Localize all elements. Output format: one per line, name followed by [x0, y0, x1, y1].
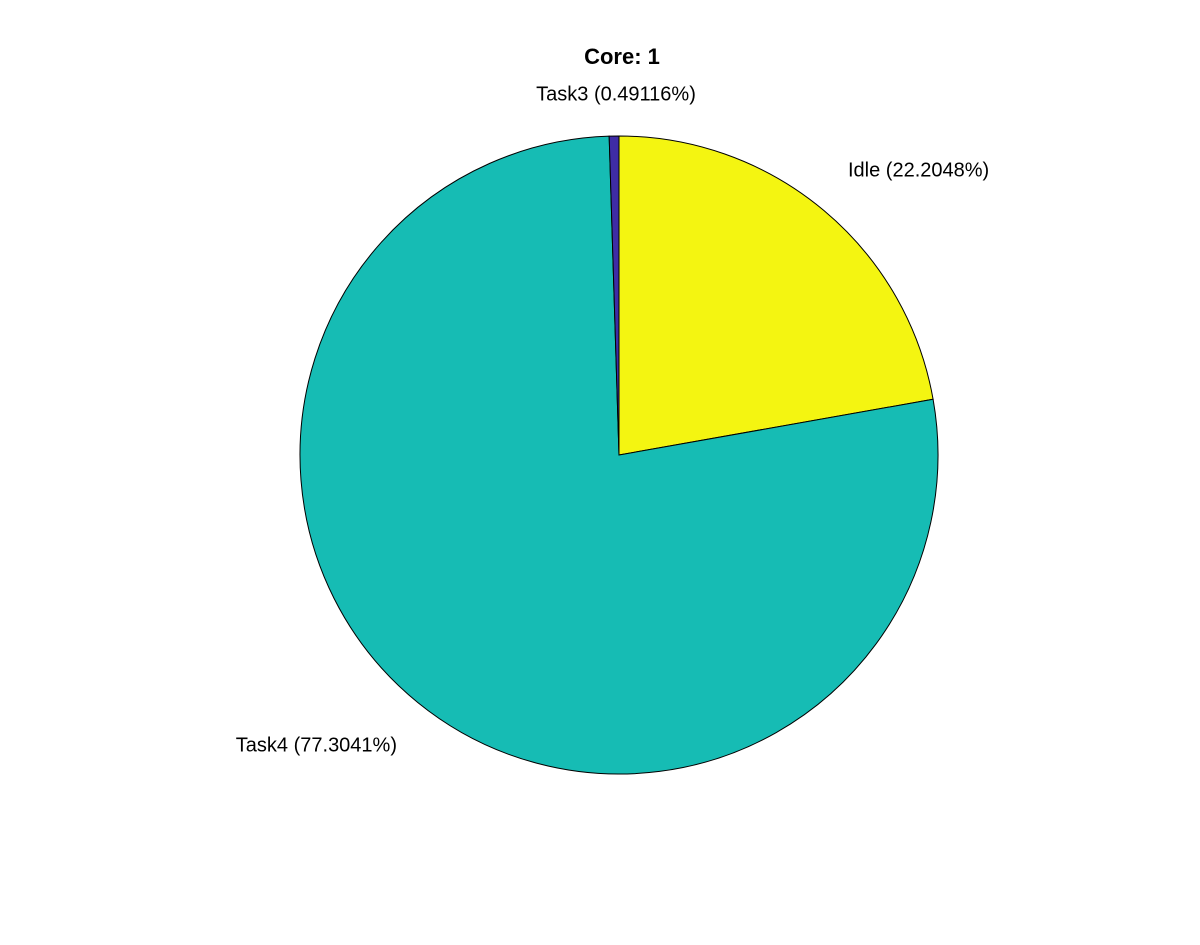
slice-label-task4: Task4 (77.3041%): [235, 734, 397, 757]
pie-slice-task4: [299, 135, 939, 775]
slice-label-task3: Task3 (0.49116%): [536, 83, 696, 106]
pie-slice-task3: [608, 135, 620, 456]
pie-slice-idle: [618, 135, 934, 456]
chart-title: Core: 1: [584, 44, 660, 69]
slice-label-idle: Idle (22.2048%): [848, 159, 990, 182]
